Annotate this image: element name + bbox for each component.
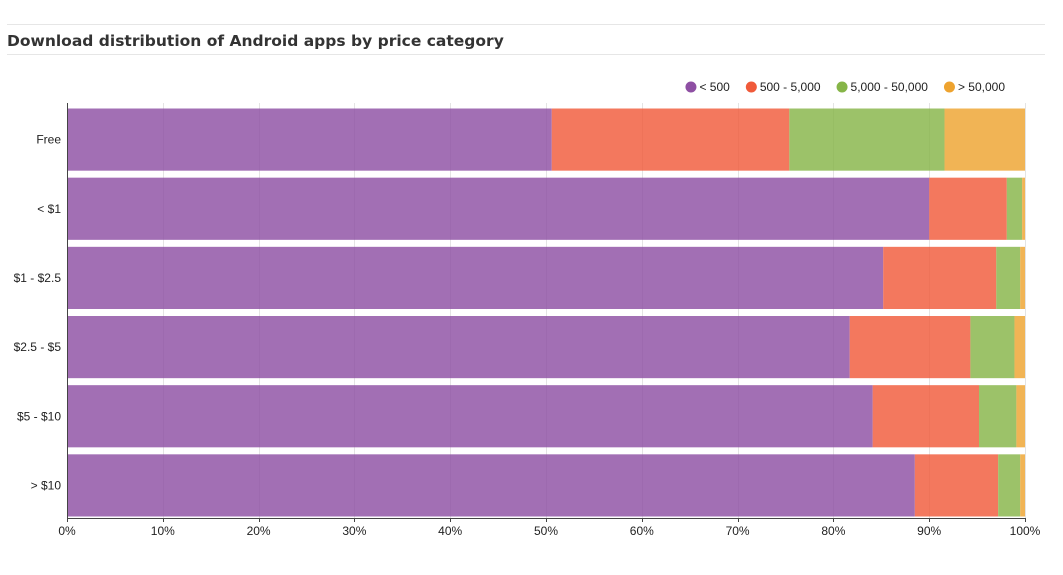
bar-segment-lt-usd1-gt-50-000[interactable] [1022,177,1025,240]
legend-item-gt-50-000[interactable]: > 50,000 [943,80,1005,94]
x-tick-label: 0% [58,524,76,538]
legend-layer[interactable]: < 500 500 - 5,000 5,000 - 50,000 > 50,000 [685,80,1005,94]
bar-segment-free-lt-500[interactable] [67,108,552,171]
bar-segment-lt-usd1-500-5-000[interactable] [929,177,1007,240]
bar-segment-lt-usd1-lt-500[interactable] [67,177,930,240]
x-tick-label: 10% [151,524,175,538]
bar-segment-usd1-usd2-5-500-5-000[interactable] [883,246,997,309]
bar-segment-usd5-usd10-5-000-50-000[interactable] [979,385,1017,448]
x-tick-label: 50% [534,524,558,538]
bar-segment-usd5-usd10-gt-50-000[interactable] [1016,385,1025,448]
x-tick-label: 20% [247,524,271,538]
y-tick-label: $2.5 - $5 [14,340,62,354]
grid-layer [67,103,1026,518]
legend-swatch-500-5-000 [745,81,757,93]
bars-layer [67,108,1025,517]
y-tick-label: < $1 [37,202,61,216]
y-tick-label: > $10 [31,478,62,492]
bar-segment-usd1-usd2-5-lt-500[interactable] [67,246,884,309]
y-tick-label: $1 - $2.5 [14,271,62,285]
x-tick-label: 80% [821,524,845,538]
bar-segment-usd1-usd2-5-5-000-50-000[interactable] [996,246,1021,309]
legend-item-500-5-000[interactable]: 500 - 5,000 [745,80,821,94]
legend-label: 5,000 - 50,000 [851,80,929,94]
bar-segment-usd2-5-usd5-gt-50-000[interactable] [1014,316,1025,379]
bar-segment-free-gt-50-000[interactable] [944,108,1025,171]
axis-layer: 0% 10% 20% 30% 40% 50% 60% 70% 80% 90% 100% Free < $… [14,103,1041,538]
bar-segment-free-5-000-50-000[interactable] [789,108,945,171]
legend-label: 500 - 5,000 [760,80,821,94]
bar-segment-usd2-5-usd5-5-000-50-000[interactable] [970,316,1015,379]
x-tick-label: 100% [1010,524,1041,538]
y-tick-label: Free [36,133,61,147]
legend-label: < 500 [699,80,730,94]
x-tick-label: 90% [917,524,941,538]
legend-item-5-000-50-000[interactable]: 5,000 - 50,000 [836,80,929,94]
legend-item-lt-500[interactable]: < 500 [685,80,730,94]
bar-segment-usd5-usd10-lt-500[interactable] [67,385,873,448]
legend-swatch-gt-50-000 [943,81,955,93]
legend-swatch-5-000-50-000 [836,81,848,93]
bar-segment-gt-usd10-500-5-000[interactable] [914,454,999,517]
x-tick-label: 60% [630,524,654,538]
bar-segment-usd2-5-usd5-500-5-000[interactable] [849,316,971,379]
title-bar: Download distribution of Android apps by… [7,24,1045,55]
x-tick-label: 40% [438,524,462,538]
bar-segment-gt-usd10-gt-50-000[interactable] [1020,454,1025,517]
bar-segment-lt-usd1-5-000-50-000[interactable] [1006,177,1023,240]
bar-segment-usd5-usd10-500-5-000[interactable] [872,385,980,448]
bar-segment-usd2-5-usd5-lt-500[interactable] [67,316,850,379]
legend-label: > 50,000 [958,80,1005,94]
bar-segment-free-500-5-000[interactable] [551,108,790,171]
bar-segment-usd1-usd2-5-gt-50-000[interactable] [1020,246,1025,309]
bar-segment-gt-usd10-5-000-50-000[interactable] [998,454,1021,517]
legend-swatch-lt-500 [685,81,697,93]
x-tick-label: 30% [342,524,366,538]
chart-title: Download distribution of Android apps by… [7,32,504,50]
x-tick-label: 70% [726,524,750,538]
y-tick-label: $5 - $10 [17,409,61,423]
bar-segment-gt-usd10-lt-500[interactable] [67,454,915,517]
